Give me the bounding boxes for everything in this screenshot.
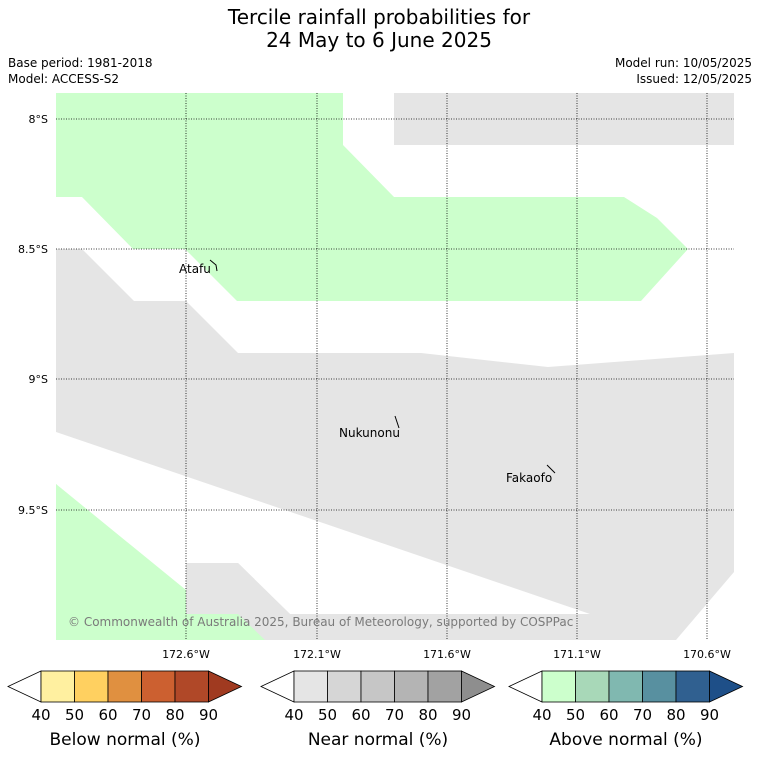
colorbar-near-segment-3 xyxy=(360,670,395,703)
colorbar-title-below: Below normal (%) xyxy=(49,730,201,750)
colorbar-near-segment-2 xyxy=(327,670,362,703)
colorbar-near-low-extend xyxy=(260,670,295,703)
model-run: Model run: 10/05/2025 xyxy=(614,56,752,70)
nukunonu-island xyxy=(394,415,400,429)
colorbar-above-segment-3 xyxy=(608,670,643,703)
lon-label-2: 172.1°W xyxy=(293,648,341,661)
lat-label-3: 9°S xyxy=(29,373,48,386)
near-normal-area-main xyxy=(56,249,734,640)
colorbar-near-segment-5 xyxy=(427,670,462,703)
place-label-atafu: Atafu xyxy=(179,262,211,276)
lon-label-5: 170.6°W xyxy=(683,648,731,661)
colorbar-above-tick: 40 xyxy=(532,706,551,724)
colorbar-near-segment-4 xyxy=(394,670,429,703)
graticule xyxy=(56,93,734,640)
colorbar-above-segment-2 xyxy=(575,670,610,703)
colorbar-above-segment-5 xyxy=(675,670,710,703)
lat-label-4: 9.5°S xyxy=(18,504,48,517)
colorbar-below-tick: 40 xyxy=(31,706,50,724)
colorbar-title-above: Above normal (%) xyxy=(549,730,703,750)
colorbar-below-segment-5 xyxy=(174,670,209,703)
colorbar-near-tick: 40 xyxy=(284,706,303,724)
colorbar-above-tick: 70 xyxy=(633,706,652,724)
colorbar-below-high-extend xyxy=(208,670,243,703)
fakaofo-island xyxy=(546,464,556,474)
lon-label-1: 172.6°W xyxy=(162,648,210,661)
colorbar-near-tick: 50 xyxy=(318,706,337,724)
colorbar-below-segment-3 xyxy=(107,670,142,703)
colorbar-below-tick: 50 xyxy=(65,706,84,724)
colorbar-above-low-extend xyxy=(508,670,543,703)
issued-date: Issued: 12/05/2025 xyxy=(636,72,752,86)
colorbar-near-segment-1 xyxy=(293,670,328,703)
place-label-fakaofo: Fakaofo xyxy=(506,471,552,485)
colorbar-below-segment-1 xyxy=(40,670,75,703)
colorbar-title-near: Near normal (%) xyxy=(307,730,449,750)
colorbar-above-tick: 90 xyxy=(700,706,719,724)
colorbar-above-tick: 80 xyxy=(666,706,685,724)
colorbar-above-tick: 50 xyxy=(566,706,585,724)
colorbar-above-tick: 60 xyxy=(599,706,618,724)
above-normal-area-southwest xyxy=(56,484,265,640)
copyright-text: © Commonwealth of Australia 2025, Bureau… xyxy=(68,615,573,629)
place-label-nukunonu: Nukunonu xyxy=(339,426,400,440)
title-line-1: Tercile rainfall probabilities for xyxy=(227,5,531,29)
model-name: Model: ACCESS-S2 xyxy=(8,72,120,86)
base-period: Base period: 1981-2018 xyxy=(8,56,153,70)
colorbar-above-segment-4 xyxy=(642,670,677,703)
lon-label-3: 171.6°W xyxy=(423,648,471,661)
lon-label-4: 171.1°W xyxy=(553,648,601,661)
colorbar-below-low-extend xyxy=(7,670,42,703)
colorbar-below-tick: 80 xyxy=(165,706,184,724)
colorbar-below-tick: 70 xyxy=(132,706,151,724)
colorbar-near-high-extend xyxy=(461,670,496,703)
colorbar-near-tick: 70 xyxy=(385,706,404,724)
colorbar-below-tick: 90 xyxy=(199,706,218,724)
colorbar-near-tick: 60 xyxy=(351,706,370,724)
colorbar-below-segment-2 xyxy=(74,670,109,703)
colorbar-above-segment-1 xyxy=(541,670,576,703)
atafu-island xyxy=(209,259,218,272)
colorbar-near-tick: 90 xyxy=(452,706,471,724)
lat-label-1: 8°S xyxy=(29,113,48,126)
colorbar-above-high-extend xyxy=(709,670,744,703)
colorbar-near-tick: 80 xyxy=(418,706,437,724)
colorbar-below-tick: 60 xyxy=(98,706,117,724)
colorbar-below-segment-4 xyxy=(141,670,176,703)
colorbars: 40 50 60 70 80 90 40 50 60 70 80 90 40 50 60 70 80 90 xyxy=(7,670,744,724)
lat-label-2: 8.5°S xyxy=(18,243,48,256)
title-line-2: 24 May to 6 June 2025 xyxy=(266,28,492,52)
